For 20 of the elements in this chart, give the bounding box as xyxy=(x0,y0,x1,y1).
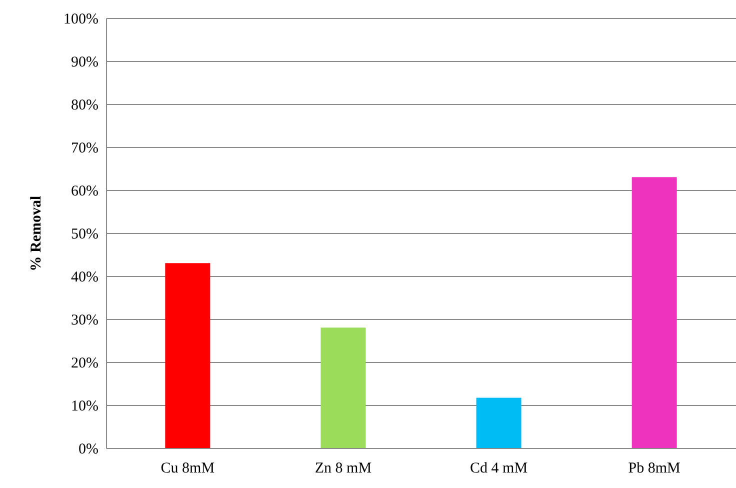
y-tick-label: 50% xyxy=(71,226,98,242)
bar xyxy=(165,263,210,448)
y-tick-label: 0% xyxy=(78,442,98,458)
bar xyxy=(320,328,366,448)
y-tick-label: 90% xyxy=(71,54,98,70)
bar xyxy=(476,398,522,448)
x-tick-label: Cu 8mM xyxy=(160,460,215,476)
x-tick-label: Zn 8 mM xyxy=(314,460,372,476)
x-tick-label: Pb 8mM xyxy=(628,460,680,476)
y-tick-label: 10% xyxy=(71,398,98,414)
y-tick-label: 100% xyxy=(64,12,98,28)
y-tick-label: 20% xyxy=(71,356,98,372)
y-axis-title: % Removal xyxy=(28,196,45,272)
y-tick-label: 80% xyxy=(71,98,98,114)
bar xyxy=(632,177,677,448)
x-tick-label: Cd 4 mM xyxy=(470,460,528,476)
y-tick-label: 30% xyxy=(71,312,98,328)
y-tick-label: 70% xyxy=(71,140,98,156)
y-tick-label: 40% xyxy=(71,270,98,286)
y-tick-label: 60% xyxy=(71,184,98,200)
